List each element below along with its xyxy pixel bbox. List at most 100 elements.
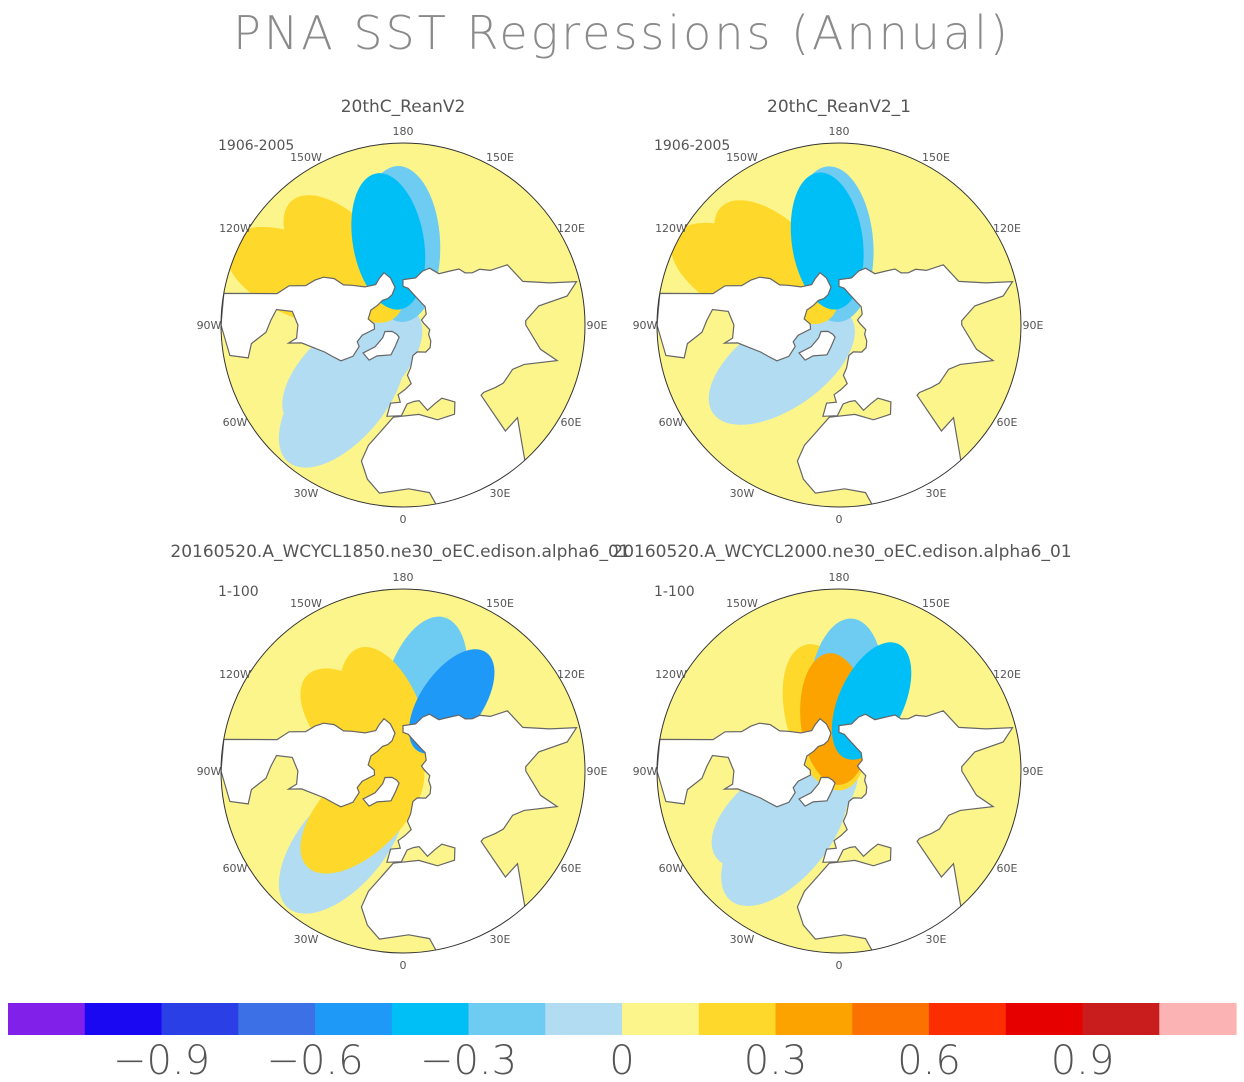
longitude-label: 30W	[294, 933, 319, 946]
colorbar-swatch	[1159, 1003, 1237, 1035]
land-mask	[360, 264, 578, 507]
colorbar-swatch	[238, 1003, 316, 1035]
colorbar-tick-label: 0.3	[744, 1038, 808, 1082]
colorbar-swatch	[391, 1003, 470, 1035]
longitude-label: 150W	[726, 597, 758, 610]
land-mask	[362, 330, 400, 361]
land-mask	[798, 330, 836, 361]
colorbar-tick-label: −0.9	[113, 1038, 210, 1082]
longitude-label: 60W	[659, 862, 684, 875]
longitude-label: 90E	[1023, 319, 1044, 332]
longitude-label: 0	[836, 513, 843, 526]
longitude-label: 180	[829, 571, 850, 584]
map-boundary	[656, 588, 1022, 954]
longitude-label: 0	[400, 513, 407, 526]
longitude-label: 60W	[659, 416, 684, 429]
panel-title: 20thC_ReanV2_1	[767, 97, 911, 117]
colorbar-tick-label: −0.6	[266, 1038, 363, 1082]
longitude-label: 150W	[290, 151, 322, 164]
longitude-label: 60E	[561, 862, 582, 875]
colorbar-tick-label: 0	[609, 1038, 634, 1082]
longitude-label: 90E	[587, 765, 608, 778]
map-boundary	[220, 588, 586, 954]
map-boundary	[220, 142, 586, 508]
period-label: 1-100	[654, 584, 695, 600]
longitude-label: 120W	[655, 222, 687, 235]
period-label: 1906-2005	[218, 138, 294, 154]
longitude-label: 30W	[730, 487, 755, 500]
longitude-label: 120E	[993, 222, 1021, 235]
longitude-label: 30W	[730, 933, 755, 946]
sst-field	[657, 589, 1021, 953]
colorbar-swatch	[315, 1003, 393, 1035]
longitude-label: 150E	[922, 597, 950, 610]
land-mask	[657, 717, 832, 808]
longitude-label: 120W	[655, 668, 687, 681]
longitude-label: 90W	[633, 319, 658, 332]
map-boundary	[656, 142, 1022, 508]
land-mask	[360, 710, 578, 953]
colorbar-swatch	[468, 1003, 546, 1035]
panel-title: 20160520.A_WCYCL2000.ne30_oEC.edison.alp…	[612, 542, 1071, 562]
longitude-label: 150E	[486, 597, 514, 610]
map-panel: 180 150E 120E 90E 60E 30E 0 30W 60W 90W 120W 150W 20…	[612, 542, 1071, 972]
colorbar-swatch	[929, 1003, 1007, 1035]
colorbar-swatch	[775, 1003, 853, 1035]
land-mask	[798, 776, 836, 807]
period-label: 1906-2005	[654, 138, 730, 154]
longitude-label: 150E	[922, 151, 950, 164]
longitude-label: 60W	[223, 862, 248, 875]
longitude-label: 180	[393, 125, 414, 138]
longitude-label: 90W	[197, 765, 222, 778]
anomaly-region	[790, 172, 864, 310]
longitude-label: 120W	[219, 668, 251, 681]
longitude-label: 90E	[587, 319, 608, 332]
map-panel: 180 150E 120E 90E 60E 30E 0 30W 60W 90W 120W 150W 20…	[197, 97, 608, 526]
longitude-label: 30W	[294, 487, 319, 500]
longitude-label: 120E	[993, 668, 1021, 681]
longitude-label: 30E	[926, 933, 947, 946]
anomaly-region	[351, 173, 426, 310]
colorbar-swatch	[84, 1003, 163, 1035]
colorbar-swatch	[698, 1003, 777, 1035]
longitude-label: 0	[836, 959, 843, 972]
longitude-label: 180	[393, 571, 414, 584]
colorbar-swatch	[161, 1003, 239, 1035]
map-panel: 180 150E 120E 90E 60E 30E 0 30W 60W 90W 120W 150W 20…	[633, 97, 1044, 526]
longitude-label: 150E	[486, 151, 514, 164]
colorbar-tick-label: 0.6	[897, 1038, 961, 1082]
longitude-label: 30E	[926, 487, 947, 500]
colorbar-swatch	[545, 1003, 623, 1035]
colorbar: −0.9 −0.6 −0.3 0 0.3 0.6 0.9	[8, 1003, 1237, 1082]
longitude-label: 60W	[223, 416, 248, 429]
land-mask	[796, 710, 1014, 953]
longitude-label: 90W	[633, 765, 658, 778]
sst-field	[221, 589, 585, 953]
longitude-label: 60E	[997, 416, 1018, 429]
longitude-label: 120E	[557, 668, 585, 681]
colorbar-swatch	[1082, 1003, 1160, 1035]
panel-title: 20thC_ReanV2	[341, 97, 466, 117]
colorbar-swatch	[852, 1003, 930, 1035]
longitude-label: 90E	[1023, 765, 1044, 778]
land-mask	[657, 271, 832, 362]
chart-title: PNA SST Regressions (Annual)	[233, 6, 1011, 60]
land-mask	[221, 271, 396, 362]
longitude-label: 120W	[219, 222, 251, 235]
longitude-label: 150W	[726, 151, 758, 164]
anomaly-region	[708, 305, 855, 425]
colorbar-tick-label: 0.9	[1051, 1038, 1115, 1082]
panel-title: 20160520.A_WCYCL1850.ne30_oEC.edison.alp…	[170, 542, 629, 562]
land-mask	[362, 776, 400, 807]
colorbar-tick-label: −0.3	[420, 1038, 517, 1082]
sst-field	[221, 143, 585, 507]
longitude-label: 30E	[490, 933, 511, 946]
colorbar-swatch	[622, 1003, 700, 1035]
sst-field	[657, 143, 1021, 507]
longitude-label: 90W	[197, 319, 222, 332]
longitude-label: 120E	[557, 222, 585, 235]
land-mask	[221, 717, 396, 808]
colorbar-swatch	[8, 1003, 86, 1035]
map-panel: 180 150E 120E 90E 60E 30E 0 30W 60W 90W 120W 150W 20…	[170, 542, 629, 972]
